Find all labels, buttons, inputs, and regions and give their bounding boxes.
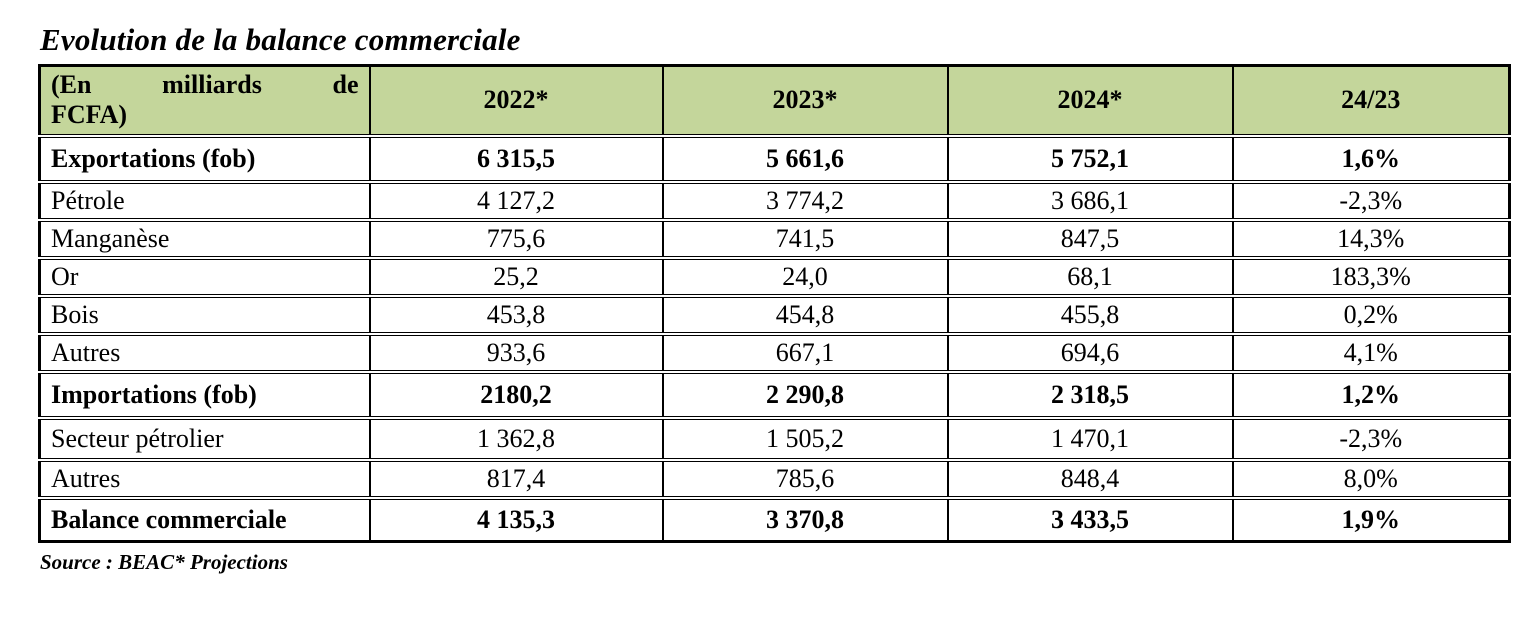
table-row-bois: Bois 453,8 454,8 455,8 0,2% bbox=[39, 293, 1510, 334]
cell-2024: 5 752,1 bbox=[946, 133, 1233, 182]
table-row-or: Or 25,2 24,0 68,1 183,3% bbox=[39, 255, 1510, 296]
cell-2023: 741,5 bbox=[661, 217, 948, 258]
cell-2023: 2 290,8 bbox=[661, 369, 948, 418]
unit-label-line2: FCFA) bbox=[51, 100, 128, 130]
unit-label-line1: (En milliards de bbox=[51, 69, 359, 99]
row-label: Bois bbox=[39, 293, 370, 334]
table-row-secteur-petrolier: Secteur pétrolier 1 362,8 1 505,2 1 470,… bbox=[39, 415, 1510, 460]
cell-2023: 1 505,2 bbox=[661, 415, 948, 460]
cell-2022: 4 127,2 bbox=[368, 179, 663, 220]
cell-2024: 847,5 bbox=[946, 217, 1233, 258]
cell-2022: 817,4 bbox=[368, 457, 663, 498]
table-row-autres-imports: Autres 817,4 785,6 848,4 8,0% bbox=[39, 457, 1510, 498]
column-header-2024: 2024* bbox=[946, 65, 1233, 136]
table-header-row: (En milliards de FCFA) 2022* 2023* 2024*… bbox=[39, 65, 1510, 136]
cell-2024: 455,8 bbox=[946, 293, 1233, 334]
cell-variation: 183,3% bbox=[1231, 255, 1510, 296]
table-row-petrole: Pétrole 4 127,2 3 774,2 3 686,1 -2,3% bbox=[39, 179, 1510, 220]
cell-variation: -2,3% bbox=[1231, 179, 1510, 220]
cell-2023: 3 370,8 bbox=[661, 495, 948, 542]
cell-2024: 2 318,5 bbox=[946, 369, 1233, 418]
cell-2022: 2180,2 bbox=[368, 369, 663, 418]
row-label: Balance commerciale bbox=[39, 495, 370, 542]
cell-2024: 694,6 bbox=[946, 331, 1233, 372]
cell-variation: -2,3% bbox=[1231, 415, 1510, 460]
cell-2024: 68,1 bbox=[946, 255, 1233, 296]
cell-2023: 3 774,2 bbox=[661, 179, 948, 220]
cell-2022: 1 362,8 bbox=[368, 415, 663, 460]
cell-variation: 4,1% bbox=[1231, 331, 1510, 372]
cell-2022: 25,2 bbox=[368, 255, 663, 296]
cell-2022: 4 135,3 bbox=[368, 495, 663, 542]
cell-variation: 14,3% bbox=[1231, 217, 1510, 258]
table-row-autres-exports: Autres 933,6 667,1 694,6 4,1% bbox=[39, 331, 1510, 372]
cell-2023: 5 661,6 bbox=[661, 133, 948, 182]
cell-variation: 1,2% bbox=[1231, 369, 1510, 418]
cell-2024: 848,4 bbox=[946, 457, 1233, 498]
cell-2022: 453,8 bbox=[368, 293, 663, 334]
cell-variation: 1,6% bbox=[1231, 133, 1510, 182]
table-row-importations: Importations (fob) 2180,2 2 290,8 2 318,… bbox=[39, 369, 1510, 418]
cell-variation: 1,9% bbox=[1231, 495, 1510, 542]
row-label: Autres bbox=[39, 331, 370, 372]
table-row-manganese: Manganèse 775,6 741,5 847,5 14,3% bbox=[39, 217, 1510, 258]
cell-2023: 24,0 bbox=[661, 255, 948, 296]
row-label: Exportations (fob) bbox=[39, 133, 370, 182]
row-label: Importations (fob) bbox=[39, 369, 370, 418]
column-header-24-23: 24/23 bbox=[1231, 65, 1510, 136]
row-label: Secteur pétrolier bbox=[39, 415, 370, 460]
cell-2022: 775,6 bbox=[368, 217, 663, 258]
table-row-exportations: Exportations (fob) 6 315,5 5 661,6 5 752… bbox=[39, 133, 1510, 182]
row-label: Manganèse bbox=[39, 217, 370, 258]
row-label: Autres bbox=[39, 457, 370, 498]
column-header-2022: 2022* bbox=[368, 65, 663, 136]
row-label: Or bbox=[39, 255, 370, 296]
cell-2024: 3 686,1 bbox=[946, 179, 1233, 220]
cell-2023: 785,6 bbox=[661, 457, 948, 498]
cell-2024: 1 470,1 bbox=[946, 415, 1233, 460]
cell-2022: 933,6 bbox=[368, 331, 663, 372]
source-note: Source : BEAC* Projections bbox=[40, 550, 288, 574]
cell-2022: 6 315,5 bbox=[368, 133, 663, 182]
balance-commerciale-table: (En milliards de FCFA) 2022* 2023* 2024*… bbox=[38, 64, 1511, 543]
table-row-balance-commerciale: Balance commerciale 4 135,3 3 370,8 3 43… bbox=[39, 495, 1510, 542]
row-label: Pétrole bbox=[39, 179, 370, 220]
cell-variation: 0,2% bbox=[1231, 293, 1510, 334]
cell-2023: 667,1 bbox=[661, 331, 948, 372]
cell-variation: 8,0% bbox=[1231, 457, 1510, 498]
column-header-2023: 2023* bbox=[661, 65, 948, 136]
page-title: Evolution de la balance commerciale bbox=[40, 22, 521, 57]
column-header-unit: (En milliards de FCFA) bbox=[39, 65, 370, 136]
cell-2023: 454,8 bbox=[661, 293, 948, 334]
cell-2024: 3 433,5 bbox=[946, 495, 1233, 542]
